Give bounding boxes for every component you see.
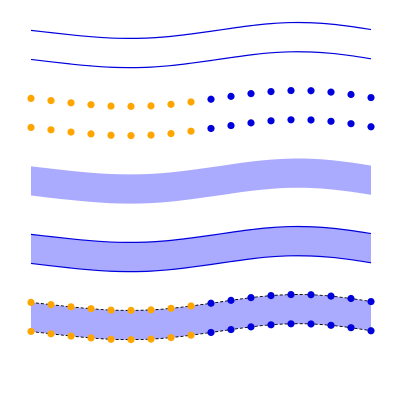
lower-marker-10 [207,124,215,133]
upper-marker-13 [267,292,275,300]
upper-marker-16 [327,88,335,96]
lower-marker-18 [367,123,375,131]
lower-marker-9 [187,331,195,339]
upper-marker-10 [207,299,215,307]
lower-marker-5 [107,131,115,139]
upper-marker-12 [247,90,255,98]
lower-marker-14 [287,320,295,328]
lower-marker-6 [127,336,135,344]
lower-marker-13 [267,117,275,125]
upper-marker-1 [27,298,35,306]
panel-3-fill [31,158,371,204]
lower-marker-4 [87,130,95,138]
band-fill [31,294,371,340]
upper-marker-4 [87,101,95,109]
upper-marker-15 [307,291,315,299]
lower-marker-1 [27,327,35,336]
lower-marker-13 [267,321,275,329]
lower-marker-7 [147,131,155,139]
panel-1-lines [30,21,372,69]
upper-marker-17 [347,294,355,303]
lower-marker-10 [207,328,215,337]
upper-marker-7 [147,102,155,110]
band-fill [31,226,371,272]
upper-marker-3 [67,99,75,107]
upper-marker-9 [187,302,195,310]
upper-marker-5 [107,102,115,110]
upper-marker-2 [47,97,55,105]
upper-marker-2 [47,301,55,309]
upper-marker-9 [187,98,195,106]
upper-marker-12 [247,294,255,302]
upper-marker-1 [27,94,35,102]
lower-marker-8 [167,129,175,138]
upper-line [30,21,372,39]
lower-marker-3 [67,128,75,136]
lower-marker-14 [287,116,295,124]
lower-marker-6 [127,132,135,140]
upper-marker-10 [207,95,215,103]
lower-marker-18 [367,327,375,335]
upper-marker-7 [147,306,155,314]
band-panels [27,21,375,344]
lower-marker-2 [47,126,55,134]
lower-marker-16 [327,321,335,329]
lower-line [30,51,372,69]
upper-marker-11 [227,92,235,100]
upper-marker-11 [227,296,235,304]
upper-marker-14 [287,86,295,95]
upper-marker-5 [107,306,115,314]
lower-marker-8 [167,333,175,342]
lower-marker-1 [27,123,35,132]
lower-line [30,255,372,273]
upper-marker-13 [267,88,275,96]
upper-marker-14 [287,290,295,299]
upper-marker-16 [327,292,335,300]
panel-4-fill-lines [30,225,372,273]
panel-2-markers [27,86,375,140]
lower-marker-15 [307,320,315,328]
lower-marker-3 [67,332,75,340]
upper-line [30,225,372,243]
band-fill [31,158,371,204]
lower-marker-17 [347,324,355,332]
lower-marker-7 [147,335,155,343]
lower-marker-2 [47,330,55,338]
lower-marker-11 [227,325,235,334]
upper-marker-8 [167,304,175,312]
upper-marker-3 [67,303,75,311]
lower-marker-9 [187,127,195,135]
upper-marker-17 [347,90,355,99]
lower-marker-17 [347,120,355,128]
upper-marker-18 [367,297,375,306]
upper-marker-8 [167,100,175,108]
upper-marker-6 [127,306,135,314]
lower-marker-12 [247,323,255,331]
upper-marker-15 [307,87,315,95]
upper-marker-6 [127,102,135,110]
upper-marker-18 [367,93,375,102]
lower-marker-5 [107,335,115,343]
lower-marker-4 [87,334,95,342]
lower-marker-16 [327,117,335,125]
lower-marker-11 [227,121,235,130]
lower-marker-15 [307,116,315,124]
lower-marker-12 [247,119,255,127]
panel-5-fill-markers-dashed [27,290,375,344]
upper-marker-4 [87,305,95,313]
